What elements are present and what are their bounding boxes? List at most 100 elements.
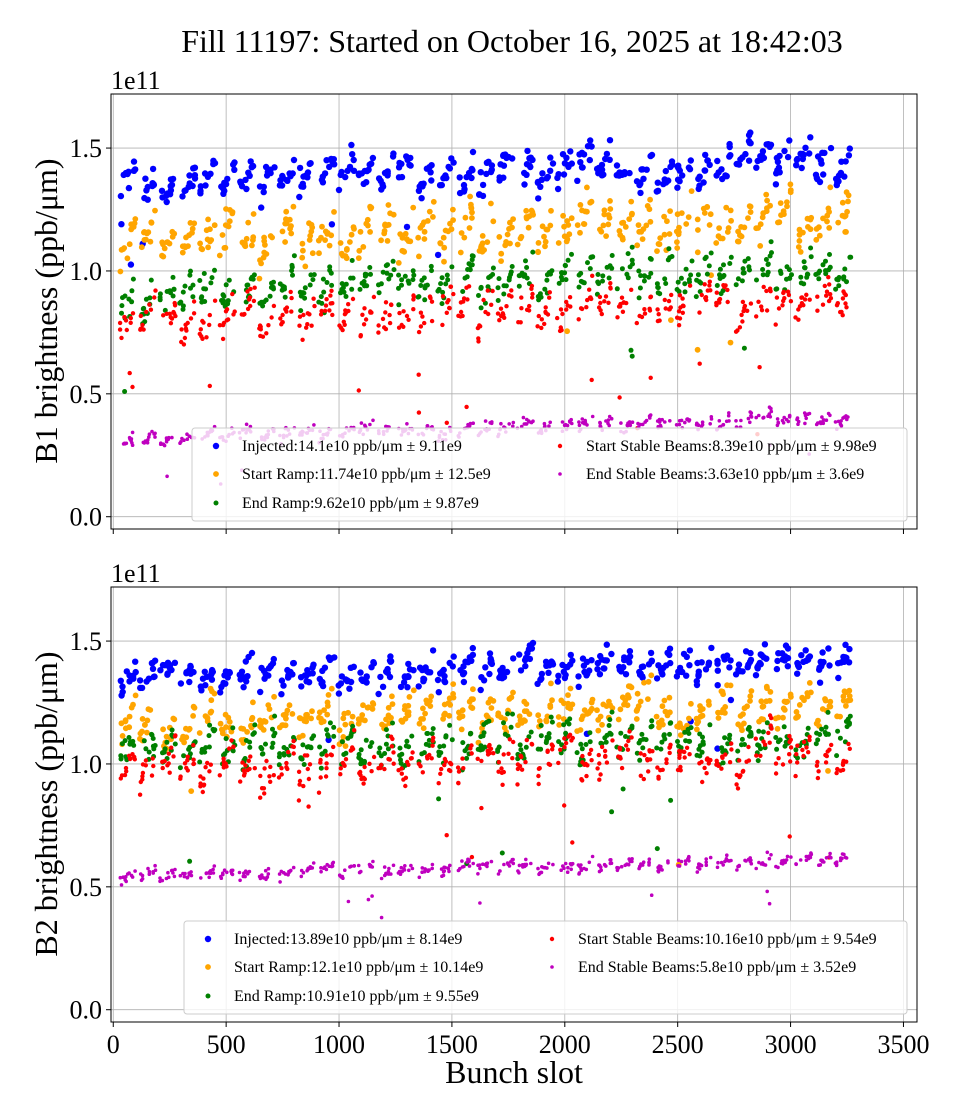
data-point: [331, 733, 337, 739]
data-point: [337, 873, 342, 877]
data-point: [149, 165, 157, 173]
data-point: [335, 690, 343, 697]
data-point: [818, 420, 823, 424]
data-point: [424, 218, 431, 224]
data-point: [777, 737, 783, 743]
data-point: [370, 894, 374, 898]
data-point: [129, 299, 135, 305]
data-point: [641, 776, 646, 782]
data-point: [765, 889, 769, 894]
data-point: [490, 272, 496, 277]
data-point: [201, 286, 207, 292]
data-point: [248, 754, 253, 759]
data-point: [369, 864, 374, 869]
data-point: [206, 744, 212, 750]
data-point: [719, 235, 726, 242]
data-point: [784, 276, 789, 282]
data-point: [715, 865, 720, 870]
data-point: [283, 715, 289, 722]
data-point: [676, 309, 682, 314]
data-point: [536, 866, 540, 871]
data-point: [784, 203, 790, 210]
data-point: [756, 299, 761, 304]
data-point: [358, 334, 363, 339]
data-point: [539, 170, 546, 177]
data-point: [249, 162, 257, 170]
b1-y-multiplier: 1e11: [111, 66, 161, 95]
data-point: [311, 861, 316, 865]
data-point: [209, 688, 215, 695]
data-point: [458, 300, 464, 305]
data-point: [284, 674, 292, 681]
data-point: [656, 774, 661, 779]
data-point: [688, 188, 695, 195]
data-point: [702, 151, 709, 159]
data-point: [369, 154, 377, 162]
data-point: [548, 658, 555, 665]
data-point: [418, 283, 424, 288]
data-point: [137, 792, 143, 797]
data-point: [138, 684, 146, 692]
data-point: [739, 742, 744, 748]
data-point: [699, 706, 706, 712]
data-point: [842, 229, 849, 235]
data-point: [208, 871, 213, 875]
data-point: [666, 298, 672, 304]
legend-label: Start Stable Beams:8.39e10 ppb/μm ± 9.98…: [586, 438, 877, 455]
data-point: [269, 660, 277, 667]
data-point: [720, 755, 725, 760]
data-point: [346, 685, 353, 692]
data-point: [319, 300, 325, 306]
data-point: [535, 249, 541, 256]
data-point: [846, 145, 853, 152]
data-point: [763, 191, 770, 198]
data-point: [324, 761, 329, 766]
data-point: [725, 853, 729, 857]
data-point: [737, 758, 742, 763]
data-point: [124, 769, 129, 774]
data-point: [243, 763, 248, 768]
data-point: [448, 863, 452, 868]
data-point: [250, 699, 256, 706]
data-point: [227, 207, 233, 213]
data-point: [296, 798, 302, 803]
data-point: [709, 415, 714, 419]
data-point: [450, 159, 457, 166]
data-point: [795, 244, 802, 250]
data-point: [677, 419, 682, 423]
data-point: [355, 720, 362, 727]
data-point: [171, 754, 176, 759]
data-point: [764, 720, 770, 726]
data-point: [787, 834, 792, 839]
data-point: [290, 660, 297, 667]
data-point: [190, 703, 197, 710]
data-point: [464, 404, 469, 410]
data-point: [523, 701, 530, 707]
data-point: [758, 746, 763, 752]
data-point: [558, 307, 564, 312]
data-point: [538, 723, 544, 728]
data-point: [399, 277, 405, 283]
data-point: [447, 306, 452, 311]
data-point: [683, 221, 690, 227]
data-point: [822, 283, 827, 289]
data-point: [427, 703, 434, 709]
data-point: [581, 707, 588, 713]
data-point: [727, 696, 735, 704]
data-point: [218, 874, 223, 879]
data-point: [282, 294, 288, 300]
data-point: [224, 764, 229, 769]
data-point: [808, 689, 814, 696]
data-point: [370, 701, 377, 708]
data-point: [437, 240, 444, 246]
data-point: [259, 751, 265, 757]
data-point: [666, 246, 672, 252]
data-point: [694, 726, 700, 733]
data-point: [257, 688, 264, 696]
y-tick-label: 0.5: [70, 873, 103, 902]
data-point: [378, 281, 384, 287]
data-point: [655, 318, 661, 324]
data-point: [249, 714, 256, 721]
data-point: [753, 736, 758, 741]
